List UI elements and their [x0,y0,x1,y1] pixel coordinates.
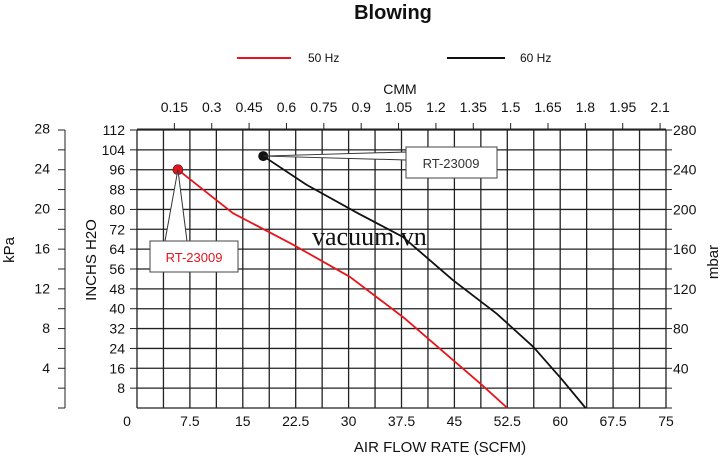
y-tick-label: 32 [109,321,125,337]
chart-title: Blowing [354,2,432,24]
mbar-tick-label: 80 [673,321,689,337]
callout-box [149,240,239,273]
callout-pointer [263,151,407,161]
kpa-tick-label: 8 [42,320,50,336]
mbar-tick-label: 160 [673,241,697,257]
series-line-60hz [262,155,587,409]
x2-tick-label: 0.15 [161,99,188,115]
mbar-tick-label: 40 [673,360,689,376]
grid [136,129,667,409]
mbar-tick-label: 200 [673,201,697,217]
x-tick-label: 0 [123,413,131,429]
callout-label: RT-23009 [423,156,480,171]
y-tick-label: 80 [109,201,125,217]
watermark: vacuum.vn [312,222,427,251]
mbar-tick-label: 120 [673,281,697,297]
x2-tick-label: 1.65 [534,99,561,115]
callout-pointer [164,169,188,242]
x2-tick-label: 0.75 [310,99,337,115]
x2-tick-label: 1.5 [501,99,521,115]
x2-tick-label: 1.2 [426,99,446,115]
mbar-tick-label: 280 [673,122,697,138]
x2-tick-label: 1.35 [460,99,487,115]
x-tick-label: 60 [552,413,568,429]
x2-tick-label: 0.45 [235,99,262,115]
kpa-tick-label: 20 [34,201,50,217]
y-tick-label: 88 [109,182,125,198]
y-tick-label: 96 [109,162,125,178]
y-tick-label: 72 [109,221,125,237]
mbar-tick-label: 240 [673,162,697,178]
x-tick-label: 45 [447,413,463,429]
kpa-tick-label: 16 [34,240,50,256]
y-tick-label: 112 [103,122,126,138]
y-tick-label: 40 [109,301,125,317]
x-tick-label: 67.5 [599,413,626,429]
y-tick-label: 64 [109,241,125,257]
x-tick-label: 52.5 [494,413,521,429]
y-axis-label-text: INCHS H2O [83,219,100,301]
x2-tick-label: 2.1 [650,99,670,115]
x2-tick-label: 1.05 [385,99,412,115]
y-tick-label: 104 [102,142,126,158]
x-tick-label: 30 [341,413,357,429]
callout-label: RT-23009 [166,250,223,265]
kpa-tick-label: 12 [34,280,50,296]
x-tick-label: 75 [658,413,674,429]
y-tick-label: 24 [109,340,125,356]
x-tick-label: 7.5 [180,413,200,429]
callout-box [405,146,498,179]
y-axis-label: INCHS H2O [83,219,100,301]
y-tick-label: 56 [109,261,125,277]
x-tick-label: 37.5 [388,413,415,429]
x2-tick-label: 0.3 [202,99,222,115]
x-tick-label: 15 [235,413,251,429]
kpa-axis-label: kPa [1,236,18,263]
y-tick-label: 8 [117,380,125,396]
x-axis-label: AIR FLOW RATE (SCFM) [354,439,526,456]
kpa-tick-label: 4 [42,360,50,376]
kpa-tick-label: 24 [34,161,50,177]
series-line-50hz [177,169,508,409]
x2-axis-label: CMM [383,81,416,97]
x2-tick-label: 1.95 [609,99,636,115]
legend-label-60hz: 60 Hz [520,51,551,65]
y-tick-label: 16 [109,360,125,376]
callouts: RT-23009 RT-23009 [149,146,498,273]
kpa-tick-label: 28 [34,121,50,137]
legend: 50 Hz 60 Hz [237,51,551,65]
legend-label-50hz: 50 Hz [308,51,339,65]
y-tick-label: 48 [109,281,125,297]
x2-tick-label: 0.6 [277,99,297,115]
mbar-axis-label: mbar [705,245,720,279]
x2-tick-label: 0.9 [351,99,371,115]
x2-tick-label: 1.8 [576,99,596,115]
x-tick-label: 22.5 [282,413,309,429]
axes: 0 7.5 15 22.5 30 37.5 45 52.5 60 67.5 75 0.15 0.3 0.4… [34,99,696,429]
